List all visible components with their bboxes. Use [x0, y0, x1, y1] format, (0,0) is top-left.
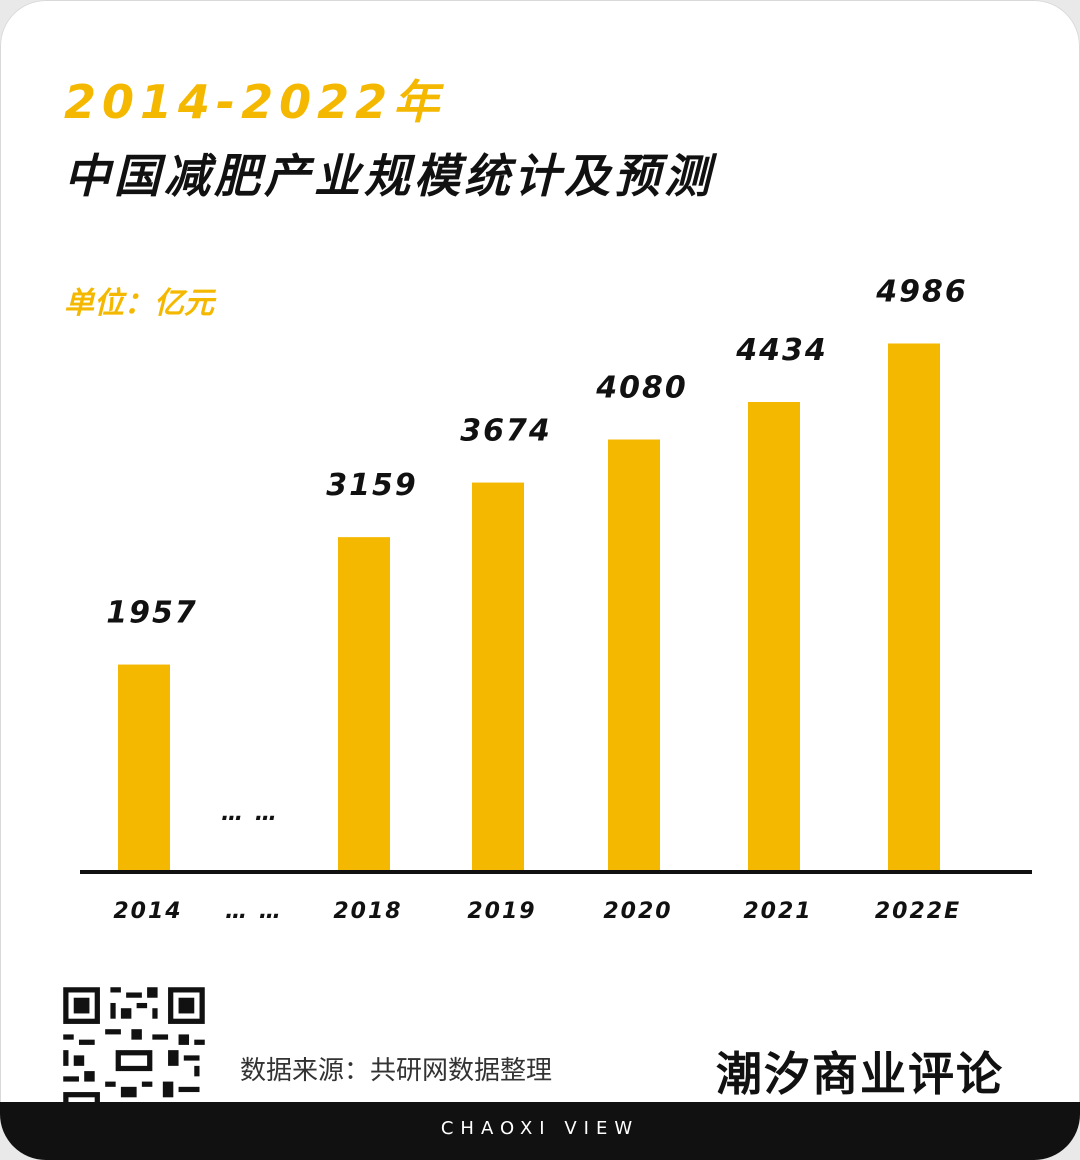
bar-2018: [338, 537, 390, 872]
bar-chart: 1957 2014 … … … … 3159 2018 3674 2019 4080 2020 44…: [80, 274, 1032, 924]
value-label-2022E: 4986: [875, 274, 968, 309]
bar-2022E: [888, 343, 940, 872]
value-label-2018: 3159: [326, 468, 418, 503]
footer-bar: [0, 1102, 1080, 1160]
value-label-2021: 4434: [735, 333, 828, 368]
value-label-2014: 1957: [106, 596, 198, 631]
tick-label-2014: 2014: [113, 899, 182, 924]
brand-logo: 潮汐商业评论: [716, 1047, 1004, 1101]
title-years: 2014-2022年: [64, 75, 446, 129]
data-source: 数据来源：共研网数据整理: [240, 1056, 553, 1086]
bar-2014: [118, 664, 170, 872]
value-label-gap: … …: [221, 801, 279, 826]
value-label-2019: 3674: [460, 414, 552, 449]
page-title: 中国减肥产业规模统计及预测: [64, 149, 714, 203]
bar-2021: [748, 401, 800, 872]
tick-label-2019: 2019: [467, 899, 536, 924]
tick-label-2018: 2018: [333, 899, 402, 924]
tick-label-gap: … …: [225, 899, 283, 924]
tick-label-2022E: 2022E: [875, 899, 961, 924]
bar-2019: [472, 482, 524, 872]
unit-label: 单位：亿元: [64, 286, 214, 321]
value-label-2020: 4080: [595, 371, 688, 406]
footer-tagline: CHAOXI VIEW: [440, 1118, 640, 1139]
tick-label-2020: 2020: [603, 899, 672, 924]
tick-label-2021: 2021: [743, 899, 812, 924]
bar-2020: [608, 439, 660, 872]
